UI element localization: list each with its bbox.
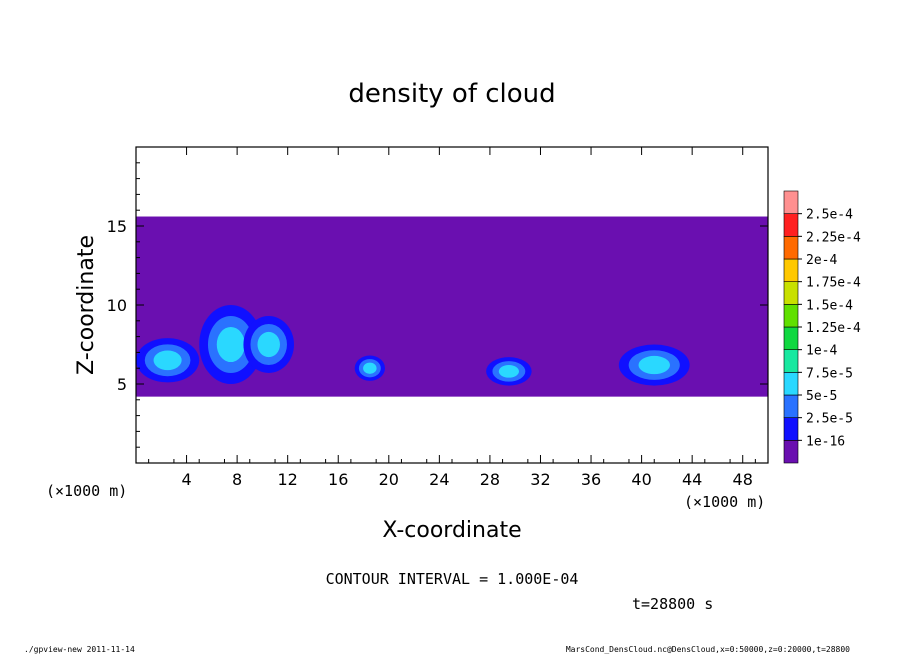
- x-tick-label: 16: [328, 470, 348, 489]
- colorbar-swatch: [783, 258, 799, 282]
- x-tick-label: 4: [181, 470, 191, 489]
- colorbar-swatch: [783, 372, 799, 396]
- colorbar-swatch: [783, 236, 799, 260]
- colorbar-label: 2.5e-4: [806, 208, 853, 223]
- x-axis-unit-right: (×1000 m): [684, 493, 765, 511]
- footer-left: ./gpview-new 2011-11-14: [24, 645, 135, 654]
- x-tick-label: 28: [480, 470, 500, 489]
- time-label: t=28800 s: [632, 595, 713, 613]
- heatmap-plot: [136, 216, 768, 397]
- colorbar: [783, 190, 799, 464]
- dense-region-5-level-3: [498, 365, 519, 378]
- dense-region-3: [243, 316, 294, 373]
- dense-region-3-level-3: [257, 331, 280, 358]
- colorbar-swatch: [783, 304, 799, 328]
- y-tick-label: 15: [107, 217, 127, 236]
- colorbar-label: 2e-4: [806, 253, 837, 268]
- y-axis-label: Z-coordinate: [74, 235, 99, 375]
- dense-region-1-level-3: [153, 350, 182, 371]
- colorbar-label: 1.5e-4: [806, 298, 853, 313]
- colorbar-label: 2.5e-5: [806, 412, 853, 427]
- dense-region-2-level-3: [216, 326, 245, 363]
- x-tick-label: 48: [733, 470, 753, 489]
- dense-region-6: [618, 344, 690, 386]
- x-tick-label: 8: [232, 470, 242, 489]
- colorbar-label: 1.25e-4: [806, 321, 861, 336]
- colorbar-swatch: [783, 281, 799, 305]
- colorbar-swatch: [783, 213, 799, 237]
- x-tick-label: 12: [278, 470, 298, 489]
- colorbar-swatch: [783, 349, 799, 373]
- dense-region-5: [486, 357, 532, 386]
- colorbar-label: 1.75e-4: [806, 276, 861, 291]
- x-tick-label: 36: [581, 470, 601, 489]
- colorbar-label: 5e-5: [806, 389, 837, 404]
- x-tick-label: 20: [379, 470, 399, 489]
- x-tick-label: 40: [631, 470, 651, 489]
- y-tick-label: 5: [117, 375, 127, 394]
- colorbar-label: 7.5e-5: [806, 366, 853, 381]
- chart-title: density of cloud: [348, 79, 555, 109]
- dense-region-4: [354, 355, 386, 381]
- x-tick-label: 44: [682, 470, 702, 489]
- y-tick-label: 10: [107, 296, 127, 315]
- colorbar-swatch: [783, 190, 799, 214]
- dense-region-6-level-3: [638, 355, 670, 375]
- contour-interval-label: CONTOUR INTERVAL = 1.000E-04: [326, 570, 579, 588]
- colorbar-swatch: [783, 394, 799, 418]
- dense-region-1: [136, 338, 200, 383]
- colorbar-labels: 1e-16 2.5e-5 5e-5 7.5e-5 1e-4 1.25e-4 1.5e-4 1.…: [798, 208, 861, 449]
- dense-region-2: [199, 305, 263, 384]
- colorbar-swatch: [783, 417, 799, 441]
- x-tick-label: 32: [530, 470, 550, 489]
- dense-region-4-level-3: [363, 362, 377, 374]
- colorbar-label: 2.25e-4: [806, 230, 861, 245]
- x-axis: 4 8 12 16 20 24 28 32 36 40 44 48: [148, 147, 756, 489]
- footer-right: MarsCond_DensCloud.nc@DensCloud,x=0:5000…: [566, 645, 850, 654]
- colorbar-swatch: [783, 440, 799, 464]
- colorbar-label: 1e-16: [806, 434, 845, 449]
- x-axis-label: X-coordinate: [382, 518, 521, 543]
- x-tick-label: 24: [429, 470, 449, 489]
- colorbar-swatch: [783, 326, 799, 350]
- y-axis: 5 10 15: [107, 162, 768, 448]
- colorbar-label: 1e-4: [806, 344, 837, 359]
- x-axis-unit-left: (×1000 m): [46, 482, 127, 500]
